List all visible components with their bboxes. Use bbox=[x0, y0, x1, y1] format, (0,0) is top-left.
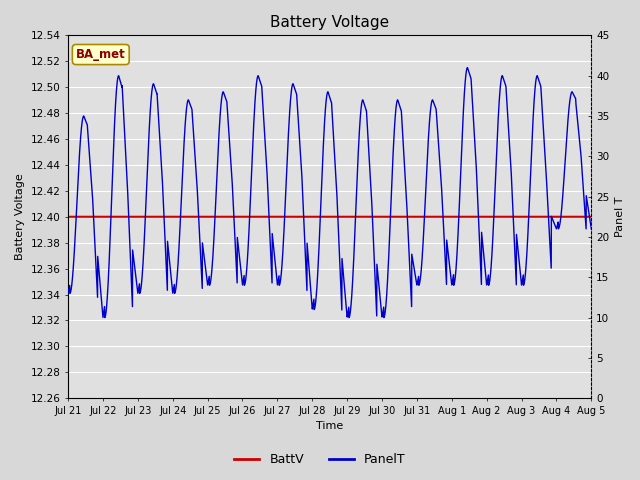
Y-axis label: Panel T: Panel T bbox=[615, 196, 625, 237]
Title: Battery Voltage: Battery Voltage bbox=[270, 15, 389, 30]
Y-axis label: Battery Voltage: Battery Voltage bbox=[15, 173, 25, 260]
X-axis label: Time: Time bbox=[316, 421, 343, 432]
Legend: BattV, PanelT: BattV, PanelT bbox=[229, 448, 411, 471]
Text: BA_met: BA_met bbox=[76, 48, 125, 61]
